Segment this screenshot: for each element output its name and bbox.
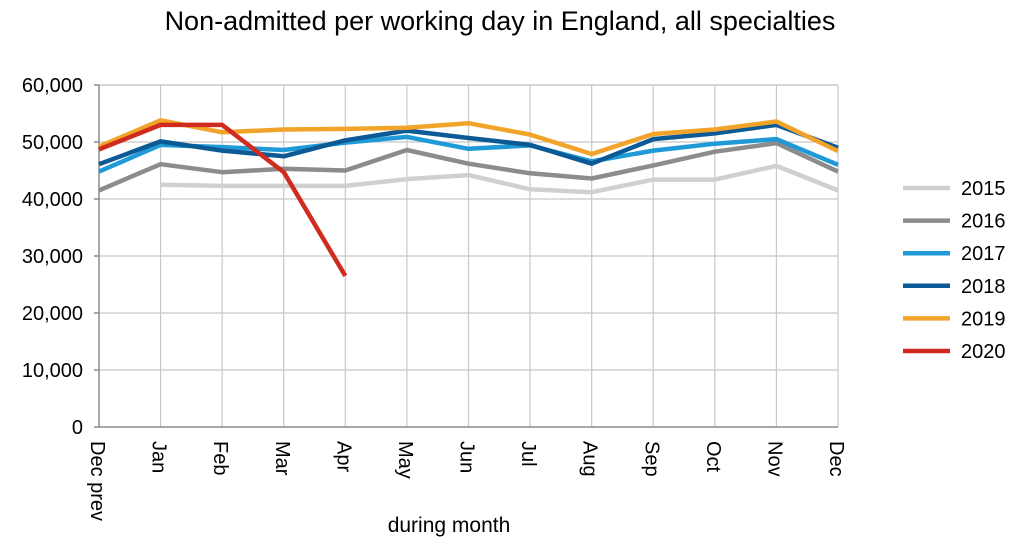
x-tick-label: Sep xyxy=(640,441,662,477)
x-axis-tick-labels: Dec prev Jan Feb Mar Apr May Jun Jul Aug Sep Oct No… xyxy=(86,441,847,521)
x-tick-label: Feb xyxy=(209,441,231,475)
x-tick-label: Apr xyxy=(332,441,354,472)
x-tick-label: Dec xyxy=(825,441,847,477)
y-tick-label: 30,000 xyxy=(22,246,83,268)
x-tick-label: Jun xyxy=(456,441,478,473)
y-tick-label: 50,000 xyxy=(22,132,83,154)
legend-label: 2020 xyxy=(961,341,1006,363)
legend-item-2018: 2018 xyxy=(903,276,1006,298)
x-tick-label: Oct xyxy=(702,441,724,473)
series-line-2017 xyxy=(98,134,839,174)
series-line-2015 xyxy=(160,163,839,195)
y-tick-label: 10,000 xyxy=(22,360,83,382)
legend-label: 2015 xyxy=(961,178,1006,200)
axes xyxy=(94,84,838,428)
legend-item-2015: 2015 xyxy=(903,178,1006,200)
x-tick-label: Jul xyxy=(517,441,539,467)
x-tick-label: Jan xyxy=(148,441,170,473)
legend-item-2019: 2019 xyxy=(903,308,1006,330)
x-tick-label: Dec prev xyxy=(86,441,108,521)
legend-label: 2018 xyxy=(961,276,1006,298)
chart-title: Non-admitted per working day in England,… xyxy=(164,6,836,36)
series-line-2019 xyxy=(98,118,839,157)
y-tick-label: 0 xyxy=(72,417,83,439)
series-line-2020 xyxy=(98,122,348,278)
y-tick-label: 20,000 xyxy=(22,303,83,325)
series-line-2018 xyxy=(98,122,839,167)
series-line-2016 xyxy=(98,140,839,193)
legend-item-2020: 2020 xyxy=(903,341,1006,363)
x-tick-label: May xyxy=(394,441,416,479)
x-tick-label: Aug xyxy=(579,441,601,477)
legend: 2015 2016 2017 2018 2019 2020 xyxy=(903,178,1006,363)
x-axis-label: during month xyxy=(388,514,511,537)
legend-label: 2019 xyxy=(961,308,1006,330)
legend-item-2017: 2017 xyxy=(903,243,1006,265)
y-tick-label: 40,000 xyxy=(22,189,83,211)
x-tick-label: Nov xyxy=(763,441,785,477)
x-tick-label: Mar xyxy=(271,441,293,476)
legend-item-2016: 2016 xyxy=(903,211,1006,233)
y-tick-label: 60,000 xyxy=(22,75,83,97)
legend-label: 2017 xyxy=(961,243,1006,265)
legend-label: 2016 xyxy=(961,211,1006,233)
gridlines xyxy=(99,84,839,427)
y-axis-tick-labels: 0 10,000 20,000 30,000 40,000 50,000 60,000 xyxy=(22,75,83,439)
series-lines xyxy=(98,118,839,278)
